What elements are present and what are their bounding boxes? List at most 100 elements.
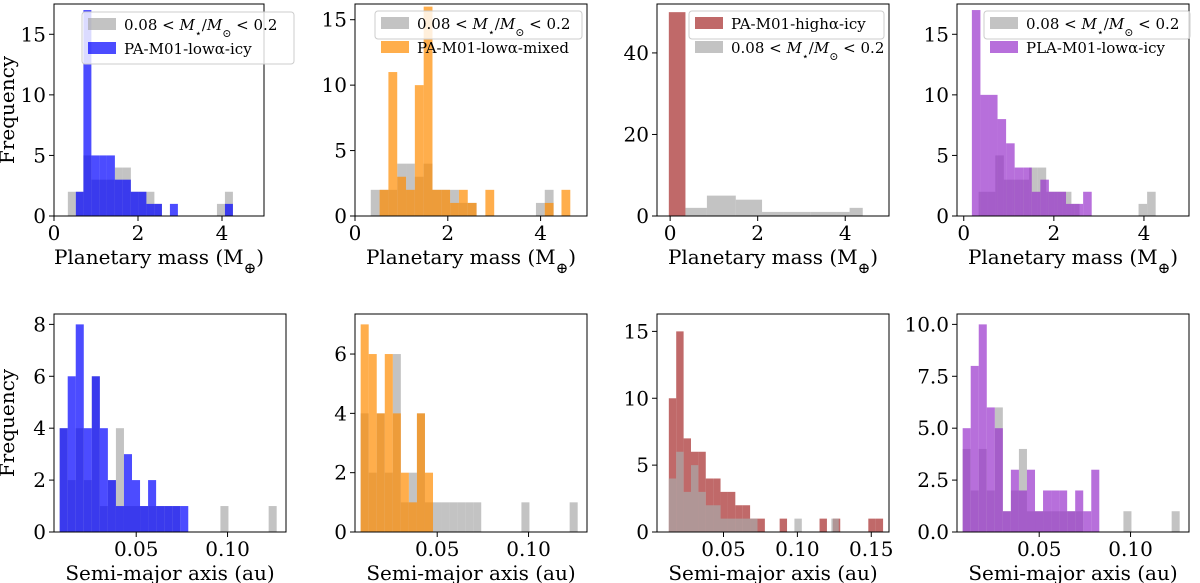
legend-label-pa-m01-high-icy: PA-M01-highα-icy	[731, 15, 866, 33]
bar-0-08-m-m-0-2	[831, 518, 839, 532]
bar-0-08-m-m-0-2	[836, 211, 850, 216]
bar-0-08-m-m-0-2	[683, 491, 691, 532]
y-tick-label: 15	[624, 319, 649, 343]
y-tick-label: 0	[936, 204, 949, 228]
bar-pa-m01-low-mixed	[423, 6, 433, 216]
bar-0-08-m-m-0-2	[706, 195, 736, 216]
y-tick-label: 8	[33, 312, 46, 336]
bar-pla-m01-low-icy	[980, 94, 989, 216]
y-tick-label: 0	[636, 204, 649, 228]
x-tick-label: 0.10	[1108, 537, 1153, 561]
x-tick-label: 0	[48, 221, 61, 245]
x-axis-label: Planetary mass (M⊕)	[54, 245, 264, 277]
legend-swatch-0-08-m-m-0-2	[990, 17, 1018, 29]
bar-pa-m01-low-icy	[132, 480, 141, 532]
x-axis-label: Semi-major axis (au)	[366, 561, 575, 583]
bar-0-08-m-m-0-2	[705, 505, 714, 532]
y-tick-label: 0	[334, 204, 347, 228]
x-axis-label: Planetary mass (M⊕)	[668, 245, 878, 277]
bars	[971, 10, 1156, 216]
bar-pa-m01-high-icy	[668, 398, 677, 532]
bar-pla-m01-low-icy	[1048, 191, 1058, 216]
bar-pla-m01-low-icy	[1091, 469, 1100, 532]
bar-0-08-m-m-0-2	[465, 502, 474, 532]
bar-pa-m01-low-mixed	[458, 189, 468, 216]
bars	[668, 331, 884, 532]
bar-pa-m01-low-icy	[180, 506, 189, 532]
legend: 0.08 < M⋆/M⊙ < 0.2PA-M01-lowα-icy	[81, 11, 295, 65]
bar-pa-m01-low-icy	[172, 506, 181, 532]
bar-pla-m01-low-icy	[1014, 167, 1024, 216]
y-tick-label: 0	[33, 520, 46, 544]
legend-label-0-08-m-m-0-2: 0.08 < M⋆/M⊙ < 0.2	[731, 39, 884, 63]
y-tick-label: 5	[636, 453, 649, 477]
bar-0-08-m-m-0-2	[720, 518, 728, 532]
bar-pla-m01-low-icy	[1031, 191, 1041, 216]
x-tick-label: 0	[957, 221, 970, 245]
axes-frame	[656, 3, 890, 217]
legend-label-0-08-m-m-0-2: 0.08 < M⋆/M⊙ < 0.2	[1026, 15, 1179, 39]
bar-pa-m01-low-mixed	[467, 202, 477, 216]
bar-0-08-m-m-0-2	[535, 202, 545, 216]
y-tick-label: 10	[924, 83, 949, 107]
bar-pla-m01-low-icy	[994, 428, 1003, 532]
bar-0-08-m-m-0-2	[727, 518, 736, 532]
y-axis-label: Frequency	[0, 368, 19, 477]
bar-pa-m01-low-icy	[59, 428, 68, 532]
bar-pa-m01-low-mixed	[441, 189, 451, 216]
bar-pa-m01-high-icy	[668, 12, 686, 216]
x-axis-label: Semi-major axis (au)	[668, 561, 877, 583]
x-tick-label: 4	[1138, 221, 1151, 245]
bar-pla-m01-low-icy	[988, 94, 998, 216]
bar-pa-m01-low-icy	[123, 454, 133, 532]
bar-pla-m01-low-icy	[1066, 203, 1075, 216]
bar-pa-m01-high-icy	[779, 518, 788, 532]
x-tick-label: 0	[664, 221, 677, 245]
x-tick-label: 2	[441, 221, 454, 245]
bar-pla-m01-low-icy	[1051, 490, 1060, 532]
bar-0-08-m-m-0-2	[433, 502, 442, 532]
axes-frame	[354, 313, 588, 533]
bar-pa-m01-low-mixed	[379, 189, 389, 216]
x-tick-label: 0.05	[701, 537, 746, 561]
y-tick-label: 2.5	[917, 468, 949, 492]
bar-0-08-m-m-0-2	[220, 506, 229, 532]
panel-sma-low-alpha-icy: 0.05 0.10 0 2 4 6 8 Semi-major axis (au) Frequen…	[0, 312, 287, 583]
x-tick-label: 0.10	[775, 537, 820, 561]
bar-0-08-m-m-0-2	[115, 428, 124, 532]
bar-pa-m01-low-icy	[146, 203, 155, 216]
bar-pa-m01-low-icy	[107, 480, 116, 532]
y-tick-label: 0.0	[917, 520, 949, 544]
bar-pa-m01-low-icy	[224, 203, 233, 216]
legend-swatch-pa-m01-low-icy	[88, 42, 116, 54]
bar-pla-m01-low-icy	[1023, 167, 1032, 216]
bar-pa-m01-low-icy	[67, 376, 76, 532]
bar-0-08-m-m-0-2	[1147, 191, 1156, 216]
bar-pa-m01-low-icy	[122, 179, 131, 216]
bar-0-08-m-m-0-2	[762, 211, 784, 216]
legend-frame	[983, 10, 1191, 40]
bar-pa-m01-low-icy	[156, 506, 165, 532]
bar-pa-m01-low-icy	[106, 155, 115, 216]
bar-0-08-m-m-0-2	[713, 505, 721, 532]
bar-pa-m01-low-mixed	[368, 354, 377, 532]
bar-pa-m01-low-icy	[148, 480, 157, 532]
y-tick-label: 4	[33, 416, 46, 440]
bar-pa-m01-low-mixed	[432, 189, 442, 216]
bar-pa-m01-low-icy	[91, 155, 100, 216]
bar-pla-m01-low-icy	[1043, 490, 1052, 532]
panel-mass-low-alpha-mixed: 0 2 4 0 5 10 15 Planetary mass (M⊕) 0.08 < M⋆/M⊙…	[322, 3, 588, 277]
bar-pla-m01-low-icy	[970, 365, 979, 532]
bar-pa-m01-low-icy	[83, 428, 92, 532]
y-tick-label: 2	[334, 461, 347, 485]
legend-swatch-0-08-m-m-0-2	[381, 17, 409, 29]
bar-0-08-m-m-0-2	[1123, 511, 1132, 532]
y-tick-label: 0	[334, 520, 347, 544]
x-tick-label: 0.05	[1017, 537, 1062, 561]
bar-pa-m01-low-icy	[75, 191, 84, 216]
x-tick-label: 0.05	[415, 537, 460, 561]
legend-swatch-0-08-m-m-0-2	[695, 41, 723, 53]
y-tick-label: 10	[322, 73, 347, 97]
bar-pla-m01-low-icy	[1074, 203, 1084, 216]
